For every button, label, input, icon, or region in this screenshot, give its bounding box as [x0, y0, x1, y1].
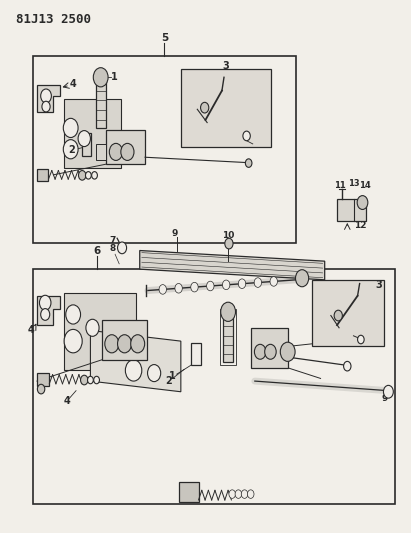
Circle shape — [41, 89, 51, 103]
Circle shape — [201, 102, 209, 113]
Circle shape — [334, 310, 342, 321]
Circle shape — [79, 171, 86, 180]
Bar — [179, 482, 199, 502]
Text: 5: 5 — [161, 33, 168, 43]
Bar — [96, 144, 106, 160]
Circle shape — [121, 143, 134, 160]
Circle shape — [42, 101, 50, 112]
Text: 4: 4 — [28, 326, 34, 335]
Text: 7: 7 — [110, 237, 116, 245]
Circle shape — [207, 281, 214, 291]
Circle shape — [93, 68, 108, 87]
Circle shape — [92, 172, 97, 179]
Polygon shape — [90, 330, 181, 392]
Text: 3: 3 — [376, 280, 382, 290]
Circle shape — [125, 360, 142, 381]
Bar — [102, 320, 147, 360]
Text: 9: 9 — [381, 394, 388, 402]
Circle shape — [78, 131, 90, 147]
Circle shape — [358, 335, 364, 344]
Polygon shape — [140, 251, 325, 280]
Bar — [106, 130, 145, 164]
Circle shape — [225, 238, 233, 249]
Circle shape — [105, 335, 119, 353]
Bar — [37, 169, 48, 181]
Text: 12: 12 — [354, 221, 367, 230]
Circle shape — [245, 159, 252, 167]
Circle shape — [221, 302, 236, 321]
Circle shape — [280, 342, 295, 361]
Text: 1: 1 — [169, 372, 176, 381]
Circle shape — [118, 242, 127, 254]
Circle shape — [159, 285, 166, 294]
Bar — [337, 199, 366, 221]
Circle shape — [243, 131, 250, 141]
Bar — [312, 280, 384, 346]
Circle shape — [241, 490, 248, 498]
Circle shape — [254, 278, 261, 287]
Circle shape — [66, 305, 81, 324]
Circle shape — [296, 270, 309, 287]
Text: 6: 6 — [93, 246, 100, 256]
Circle shape — [175, 284, 182, 293]
Text: 81J13 2500: 81J13 2500 — [16, 13, 91, 26]
Circle shape — [238, 279, 246, 288]
Bar — [220, 309, 236, 365]
Bar — [181, 69, 271, 147]
Circle shape — [64, 329, 82, 353]
Polygon shape — [37, 85, 60, 112]
Circle shape — [265, 344, 276, 359]
Circle shape — [88, 376, 93, 384]
Circle shape — [148, 365, 161, 382]
Text: 13: 13 — [349, 180, 360, 188]
Circle shape — [254, 344, 266, 359]
Circle shape — [39, 295, 51, 310]
Circle shape — [191, 282, 198, 292]
Text: 2: 2 — [165, 376, 172, 385]
Bar — [64, 293, 136, 370]
Bar — [33, 56, 296, 243]
Bar — [33, 269, 395, 504]
Circle shape — [41, 309, 50, 320]
Bar — [64, 99, 121, 168]
Circle shape — [235, 490, 242, 498]
Bar — [37, 373, 49, 386]
Bar — [96, 80, 106, 128]
Text: 2: 2 — [69, 146, 75, 155]
Circle shape — [118, 335, 132, 353]
Circle shape — [86, 319, 99, 336]
Text: 10: 10 — [222, 231, 234, 240]
Bar — [191, 343, 201, 365]
Circle shape — [63, 140, 78, 159]
Text: 14: 14 — [359, 181, 370, 190]
Circle shape — [383, 385, 393, 398]
Text: 4: 4 — [63, 397, 70, 406]
Text: 11: 11 — [334, 181, 345, 190]
Circle shape — [85, 172, 91, 179]
Circle shape — [222, 280, 230, 289]
Circle shape — [94, 376, 99, 384]
Circle shape — [131, 335, 145, 353]
Circle shape — [247, 490, 254, 498]
Circle shape — [37, 384, 45, 394]
Circle shape — [344, 361, 351, 371]
Text: 4: 4 — [70, 79, 76, 88]
Circle shape — [63, 118, 78, 138]
Bar — [82, 133, 91, 156]
Polygon shape — [37, 296, 60, 325]
Text: 9: 9 — [171, 229, 178, 238]
Bar — [251, 328, 288, 368]
Text: 8: 8 — [110, 244, 116, 253]
Circle shape — [81, 375, 88, 385]
Circle shape — [357, 196, 368, 209]
Circle shape — [270, 277, 277, 286]
Bar — [223, 312, 233, 362]
Circle shape — [109, 143, 122, 160]
Text: 1: 1 — [111, 72, 118, 82]
Text: 3: 3 — [223, 61, 229, 70]
Circle shape — [229, 490, 236, 498]
